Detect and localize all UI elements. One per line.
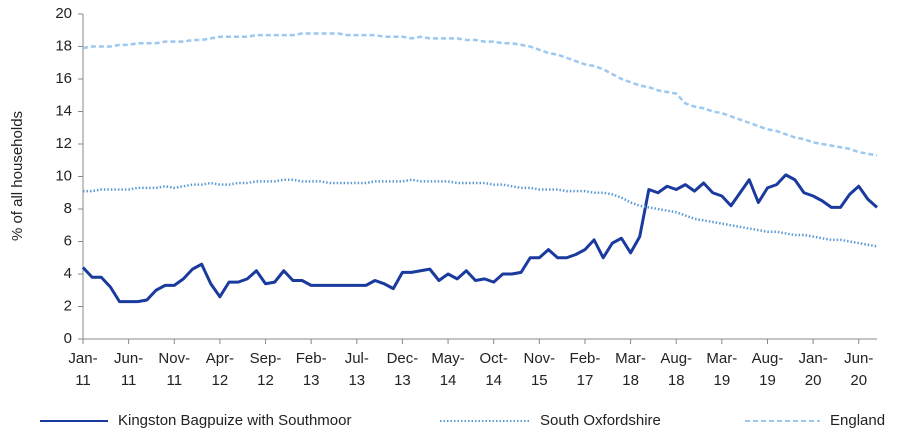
y-tick-label: 4 — [64, 265, 72, 282]
x-tick-label: Jun-11 — [114, 350, 143, 389]
y-tick-label: 6 — [64, 232, 72, 249]
x-tick-label: Feb-13 — [296, 350, 327, 389]
x-tick-label: May-14 — [431, 350, 464, 389]
x-tick-label: Nov-11 — [158, 350, 190, 389]
series-line — [82, 32, 878, 157]
x-tick-label: Dec-13 — [387, 350, 419, 389]
x-tick-label: Jan-20 — [799, 350, 828, 389]
x-tick-label: Mar-18 — [615, 350, 646, 389]
legend-label: South Oxfordshire — [540, 412, 661, 429]
legend-label: England — [830, 412, 885, 429]
y-axis-label: % of all households — [9, 111, 26, 241]
x-tick-label: Aug-19 — [752, 350, 784, 389]
y-tick-label: 16 — [55, 70, 72, 87]
x-tick-label: Aug-18 — [660, 350, 692, 389]
y-tick-label: 18 — [55, 37, 72, 54]
x-tick-label: Apr-12 — [206, 350, 234, 389]
y-tick-label: 0 — [64, 330, 72, 347]
y-tick-label: 10 — [55, 167, 72, 184]
x-tick-label: Sep-12 — [250, 350, 282, 389]
y-tick-label: 2 — [64, 297, 72, 314]
x-tick-label: Oct-14 — [480, 350, 508, 389]
series-line — [81, 173, 878, 304]
y-tick-label: 20 — [55, 5, 72, 22]
series-line — [83, 178, 878, 248]
x-tick-label: Jun-20 — [844, 350, 873, 389]
x-tick-label: Mar-19 — [706, 350, 737, 389]
y-tick-label: 14 — [55, 102, 72, 119]
x-tick-label: Nov-15 — [523, 350, 555, 389]
y-tick-label: 12 — [55, 135, 72, 152]
x-tick-label: Jul-13 — [345, 350, 369, 389]
legend-label: Kingston Bagpuize with Southmoor — [118, 412, 351, 429]
x-tick-label: Jan-11 — [68, 350, 97, 389]
y-tick-label: 8 — [64, 200, 72, 217]
x-tick-label: Feb-17 — [570, 350, 601, 389]
